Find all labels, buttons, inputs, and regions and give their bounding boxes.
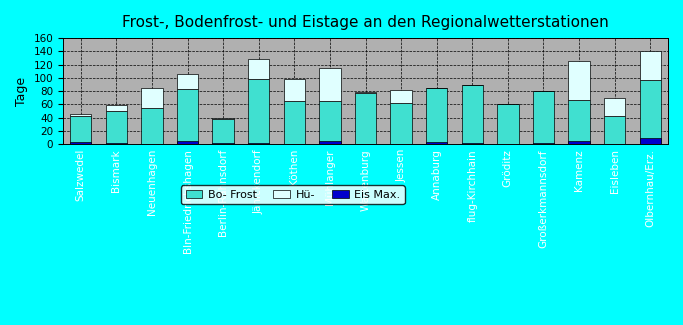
- Bar: [283, 79, 305, 101]
- Bar: [212, 119, 234, 144]
- Bar: [106, 105, 127, 111]
- Bar: [497, 104, 518, 144]
- Bar: [70, 114, 92, 116]
- Bar: [248, 79, 269, 144]
- Bar: [604, 98, 626, 116]
- Bar: [391, 90, 412, 103]
- Bar: [639, 80, 661, 144]
- Bar: [355, 93, 376, 144]
- Y-axis label: Tage: Tage: [15, 77, 28, 106]
- Bar: [568, 61, 589, 100]
- Bar: [391, 103, 412, 144]
- Bar: [568, 100, 589, 144]
- Bar: [533, 91, 554, 144]
- Bar: [177, 89, 198, 144]
- Bar: [70, 116, 92, 144]
- Bar: [141, 88, 163, 108]
- Bar: [568, 141, 589, 144]
- Bar: [283, 101, 305, 144]
- Bar: [639, 137, 661, 144]
- Bar: [141, 108, 163, 144]
- Bar: [212, 118, 234, 119]
- Bar: [639, 51, 661, 80]
- Bar: [462, 84, 483, 144]
- Bar: [248, 59, 269, 79]
- Bar: [177, 74, 198, 89]
- Bar: [426, 142, 447, 144]
- Bar: [177, 141, 198, 144]
- Title: Frost-, Bodenfrost- und Eistage an den Regionalwetterstationen: Frost-, Bodenfrost- und Eistage an den R…: [122, 15, 609, 30]
- Bar: [426, 88, 447, 144]
- Bar: [462, 143, 483, 144]
- Bar: [70, 142, 92, 144]
- Bar: [319, 68, 341, 101]
- Legend: Bo- Frost, Hü-, Eis Max.: Bo- Frost, Hü-, Eis Max.: [181, 186, 404, 204]
- Bar: [533, 143, 554, 144]
- Bar: [604, 116, 626, 144]
- Bar: [106, 143, 127, 144]
- Bar: [355, 92, 376, 93]
- Bar: [106, 111, 127, 144]
- Bar: [319, 141, 341, 144]
- Bar: [319, 101, 341, 144]
